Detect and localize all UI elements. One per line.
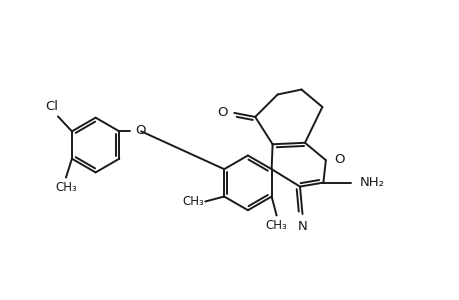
- Text: N: N: [297, 220, 307, 233]
- Text: CH₃: CH₃: [55, 181, 77, 194]
- Text: O: O: [135, 124, 146, 137]
- Text: CH₃: CH₃: [265, 219, 287, 232]
- Text: CH₃: CH₃: [182, 195, 204, 208]
- Text: O: O: [333, 153, 344, 166]
- Text: Cl: Cl: [45, 100, 58, 113]
- Text: O: O: [216, 106, 227, 119]
- Text: NH₂: NH₂: [359, 176, 384, 189]
